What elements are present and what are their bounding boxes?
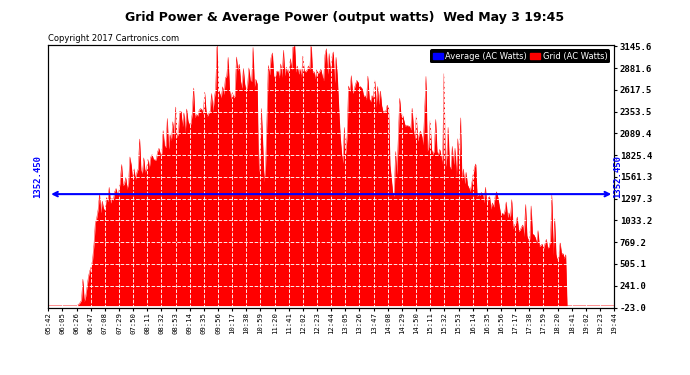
- Text: Grid Power & Average Power (output watts)  Wed May 3 19:45: Grid Power & Average Power (output watts…: [126, 11, 564, 24]
- Text: Copyright 2017 Cartronics.com: Copyright 2017 Cartronics.com: [48, 34, 179, 43]
- Text: 1352.450: 1352.450: [33, 155, 43, 198]
- Text: 1352.450: 1352.450: [613, 155, 622, 198]
- Legend: Average (AC Watts), Grid (AC Watts): Average (AC Watts), Grid (AC Watts): [430, 49, 610, 63]
